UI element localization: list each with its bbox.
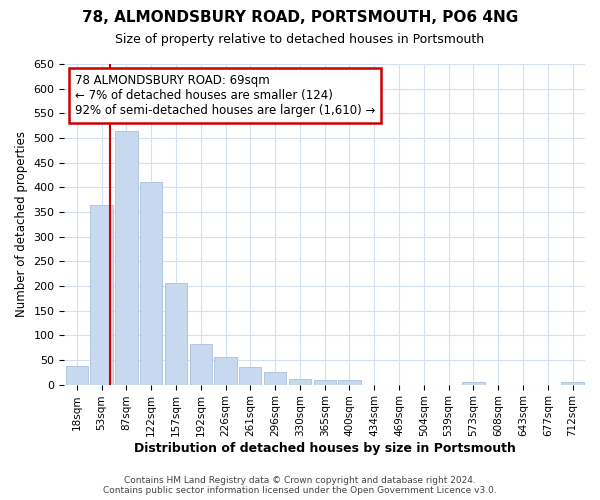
Text: 78, ALMONDSBURY ROAD, PORTSMOUTH, PO6 4NG: 78, ALMONDSBURY ROAD, PORTSMOUTH, PO6 4N… bbox=[82, 10, 518, 25]
Text: Contains HM Land Registry data © Crown copyright and database right 2024.
Contai: Contains HM Land Registry data © Crown c… bbox=[103, 476, 497, 495]
Bar bbox=[91, 204, 113, 384]
Bar bbox=[115, 130, 137, 384]
Text: 78 ALMONDSBURY ROAD: 69sqm
← 7% of detached houses are smaller (124)
92% of semi: 78 ALMONDSBURY ROAD: 69sqm ← 7% of detac… bbox=[75, 74, 375, 116]
Bar bbox=[239, 368, 262, 384]
Bar bbox=[264, 372, 286, 384]
Y-axis label: Number of detached properties: Number of detached properties bbox=[15, 132, 28, 318]
Bar bbox=[338, 380, 361, 384]
Bar bbox=[462, 382, 485, 384]
Bar bbox=[214, 358, 236, 384]
Bar bbox=[65, 366, 88, 384]
Bar bbox=[289, 378, 311, 384]
Bar bbox=[140, 182, 163, 384]
Bar bbox=[165, 284, 187, 384]
Bar bbox=[190, 344, 212, 384]
Bar bbox=[314, 380, 336, 384]
X-axis label: Distribution of detached houses by size in Portsmouth: Distribution of detached houses by size … bbox=[134, 442, 515, 455]
Text: Size of property relative to detached houses in Portsmouth: Size of property relative to detached ho… bbox=[115, 32, 485, 46]
Bar bbox=[562, 382, 584, 384]
